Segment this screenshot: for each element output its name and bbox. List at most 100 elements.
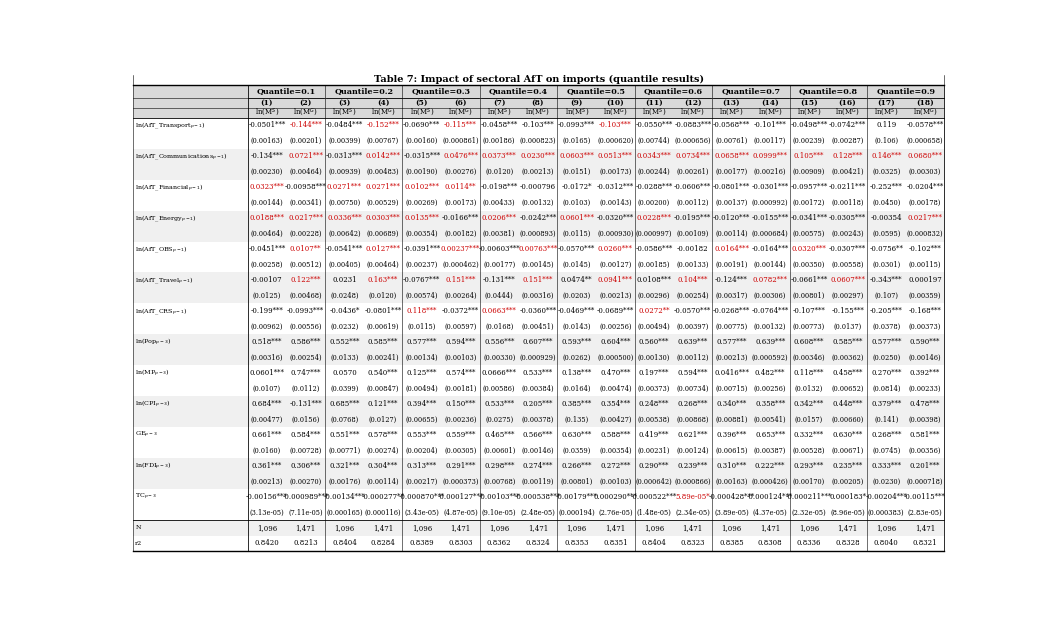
Text: 0.0320***: 0.0320*** bbox=[791, 245, 826, 253]
Text: (0.0325): (0.0325) bbox=[872, 168, 901, 176]
Text: (0.00182): (0.00182) bbox=[445, 230, 477, 238]
Text: (0.00316): (0.00316) bbox=[521, 292, 554, 300]
Text: (11): (11) bbox=[645, 99, 663, 107]
Bar bbox=[132, 117, 945, 133]
Text: -0.0993***: -0.0993*** bbox=[558, 121, 595, 129]
Text: (0.00528): (0.00528) bbox=[792, 446, 825, 455]
Text: 0.268***: 0.268*** bbox=[871, 431, 902, 439]
Text: 0.574***: 0.574*** bbox=[446, 369, 476, 377]
Text: (3.89e-05): (3.89e-05) bbox=[714, 509, 748, 517]
Bar bbox=[132, 365, 945, 381]
Text: (16): (16) bbox=[839, 99, 857, 107]
Text: (0.00185): (0.00185) bbox=[638, 261, 671, 269]
Text: 0.8336: 0.8336 bbox=[797, 540, 821, 547]
Text: (18): (18) bbox=[916, 99, 934, 107]
Text: -0.0242***: -0.0242*** bbox=[519, 214, 557, 222]
Text: 0.8404: 0.8404 bbox=[642, 540, 666, 547]
Text: 0.8353: 0.8353 bbox=[564, 540, 589, 547]
Bar bbox=[132, 273, 945, 288]
Text: -0.0550***: -0.0550*** bbox=[636, 121, 673, 129]
Text: (0.00173): (0.00173) bbox=[445, 199, 477, 207]
Text: (0.00119): (0.00119) bbox=[521, 478, 554, 486]
Text: 0.358***: 0.358*** bbox=[755, 400, 785, 408]
Text: 1,471: 1,471 bbox=[760, 524, 780, 532]
Text: 0.560***: 0.560*** bbox=[639, 338, 669, 346]
Text: -0.0204***: -0.0204*** bbox=[906, 183, 944, 191]
Text: -0.0570***: -0.0570*** bbox=[674, 307, 712, 315]
Text: (0.00124): (0.00124) bbox=[677, 446, 709, 455]
Text: -0.0451***: -0.0451*** bbox=[248, 245, 286, 253]
Text: -0.0993***: -0.0993*** bbox=[287, 307, 325, 315]
Text: -0.000127***: -0.000127*** bbox=[437, 493, 483, 501]
Text: 0.0999***: 0.0999*** bbox=[753, 152, 787, 160]
Text: (0.00316): (0.00316) bbox=[251, 353, 283, 361]
Text: (0.0230): (0.0230) bbox=[872, 478, 901, 486]
Text: (0.00464): (0.00464) bbox=[250, 230, 284, 238]
Text: 0.684***: 0.684*** bbox=[252, 400, 282, 408]
Text: (0.0444): (0.0444) bbox=[485, 292, 514, 300]
Text: (0.00132): (0.00132) bbox=[754, 323, 786, 330]
Text: 0.8324: 0.8324 bbox=[526, 540, 551, 547]
Text: (0.00689): (0.00689) bbox=[367, 230, 399, 238]
Text: (0.00847): (0.00847) bbox=[367, 384, 399, 392]
Text: 0.0135***: 0.0135*** bbox=[405, 214, 439, 222]
Bar bbox=[132, 85, 945, 117]
Bar bbox=[132, 505, 945, 520]
Text: 0.0734***: 0.0734*** bbox=[676, 152, 710, 160]
Text: 0.0373***: 0.0373*** bbox=[482, 152, 516, 160]
Bar bbox=[132, 179, 945, 195]
Text: (3): (3) bbox=[338, 99, 351, 107]
Text: 0.235***: 0.235*** bbox=[832, 462, 863, 470]
Bar bbox=[132, 489, 945, 505]
Text: 0.594***: 0.594*** bbox=[678, 369, 708, 377]
Text: 0.8323: 0.8323 bbox=[680, 540, 705, 547]
Text: 0.0782***: 0.0782*** bbox=[753, 276, 787, 284]
Text: (0.00483): (0.00483) bbox=[367, 168, 399, 176]
Text: 1,471: 1,471 bbox=[528, 524, 548, 532]
Text: (0.00771): (0.00771) bbox=[328, 446, 360, 455]
Text: (0.00728): (0.00728) bbox=[289, 446, 322, 455]
Text: -0.152***: -0.152*** bbox=[367, 121, 399, 129]
Text: 0.585***: 0.585*** bbox=[832, 338, 863, 346]
Text: ln(MP$_{p-3}$): ln(MP$_{p-3}$) bbox=[136, 368, 170, 379]
Text: (0.00586): (0.00586) bbox=[483, 384, 515, 392]
Text: ln(M$^G$): ln(M$^G$) bbox=[680, 107, 705, 119]
Text: (9): (9) bbox=[571, 99, 583, 107]
Text: (0.00134): (0.00134) bbox=[406, 353, 438, 361]
Text: -0.0307***: -0.0307*** bbox=[829, 245, 866, 253]
Text: (0.00356): (0.00356) bbox=[909, 446, 942, 455]
Text: (0.00773): (0.00773) bbox=[792, 323, 825, 330]
Text: 0.0663***: 0.0663*** bbox=[481, 307, 517, 315]
Text: 1,471: 1,471 bbox=[683, 524, 703, 532]
Text: -0.000211***: -0.000211*** bbox=[786, 493, 832, 501]
Text: 0.8040: 0.8040 bbox=[874, 540, 899, 547]
Text: -0.0164***: -0.0164*** bbox=[751, 245, 789, 253]
Text: (8): (8) bbox=[532, 99, 544, 107]
Text: (0.000620): (0.000620) bbox=[597, 137, 634, 145]
Text: (0.0132): (0.0132) bbox=[795, 384, 823, 392]
Text: -0.000870***: -0.000870*** bbox=[398, 493, 445, 501]
Bar bbox=[132, 195, 945, 211]
Text: 0.239***: 0.239*** bbox=[678, 462, 708, 470]
Text: 0.8351: 0.8351 bbox=[603, 540, 627, 547]
Text: 0.0108***: 0.0108*** bbox=[637, 276, 672, 284]
Text: (0.00464): (0.00464) bbox=[367, 261, 399, 269]
Text: 0.533***: 0.533*** bbox=[485, 400, 514, 408]
Text: 0.8389: 0.8389 bbox=[410, 540, 434, 547]
Text: 0.0680***: 0.0680*** bbox=[908, 152, 943, 160]
Text: -0.0801***: -0.0801*** bbox=[713, 183, 750, 191]
Text: 0.0271***: 0.0271*** bbox=[366, 183, 400, 191]
Text: 0.396***: 0.396*** bbox=[717, 431, 746, 439]
Bar bbox=[132, 304, 945, 319]
Text: 0.121***: 0.121*** bbox=[368, 400, 398, 408]
Text: 0.333***: 0.333*** bbox=[871, 462, 902, 470]
Text: (0.00660): (0.00660) bbox=[831, 415, 864, 424]
Text: 0.0570: 0.0570 bbox=[332, 369, 356, 377]
Text: ln(CPI$_{p-3}$): ln(CPI$_{p-3}$) bbox=[136, 399, 171, 410]
Text: (4.37e-05): (4.37e-05) bbox=[753, 509, 787, 517]
Text: (0.0127): (0.0127) bbox=[369, 415, 397, 424]
Text: 0.342***: 0.342*** bbox=[794, 400, 824, 408]
Text: (0.00230): (0.00230) bbox=[251, 168, 283, 176]
Text: (0.0120): (0.0120) bbox=[486, 168, 513, 176]
Text: 1,471: 1,471 bbox=[295, 524, 315, 532]
